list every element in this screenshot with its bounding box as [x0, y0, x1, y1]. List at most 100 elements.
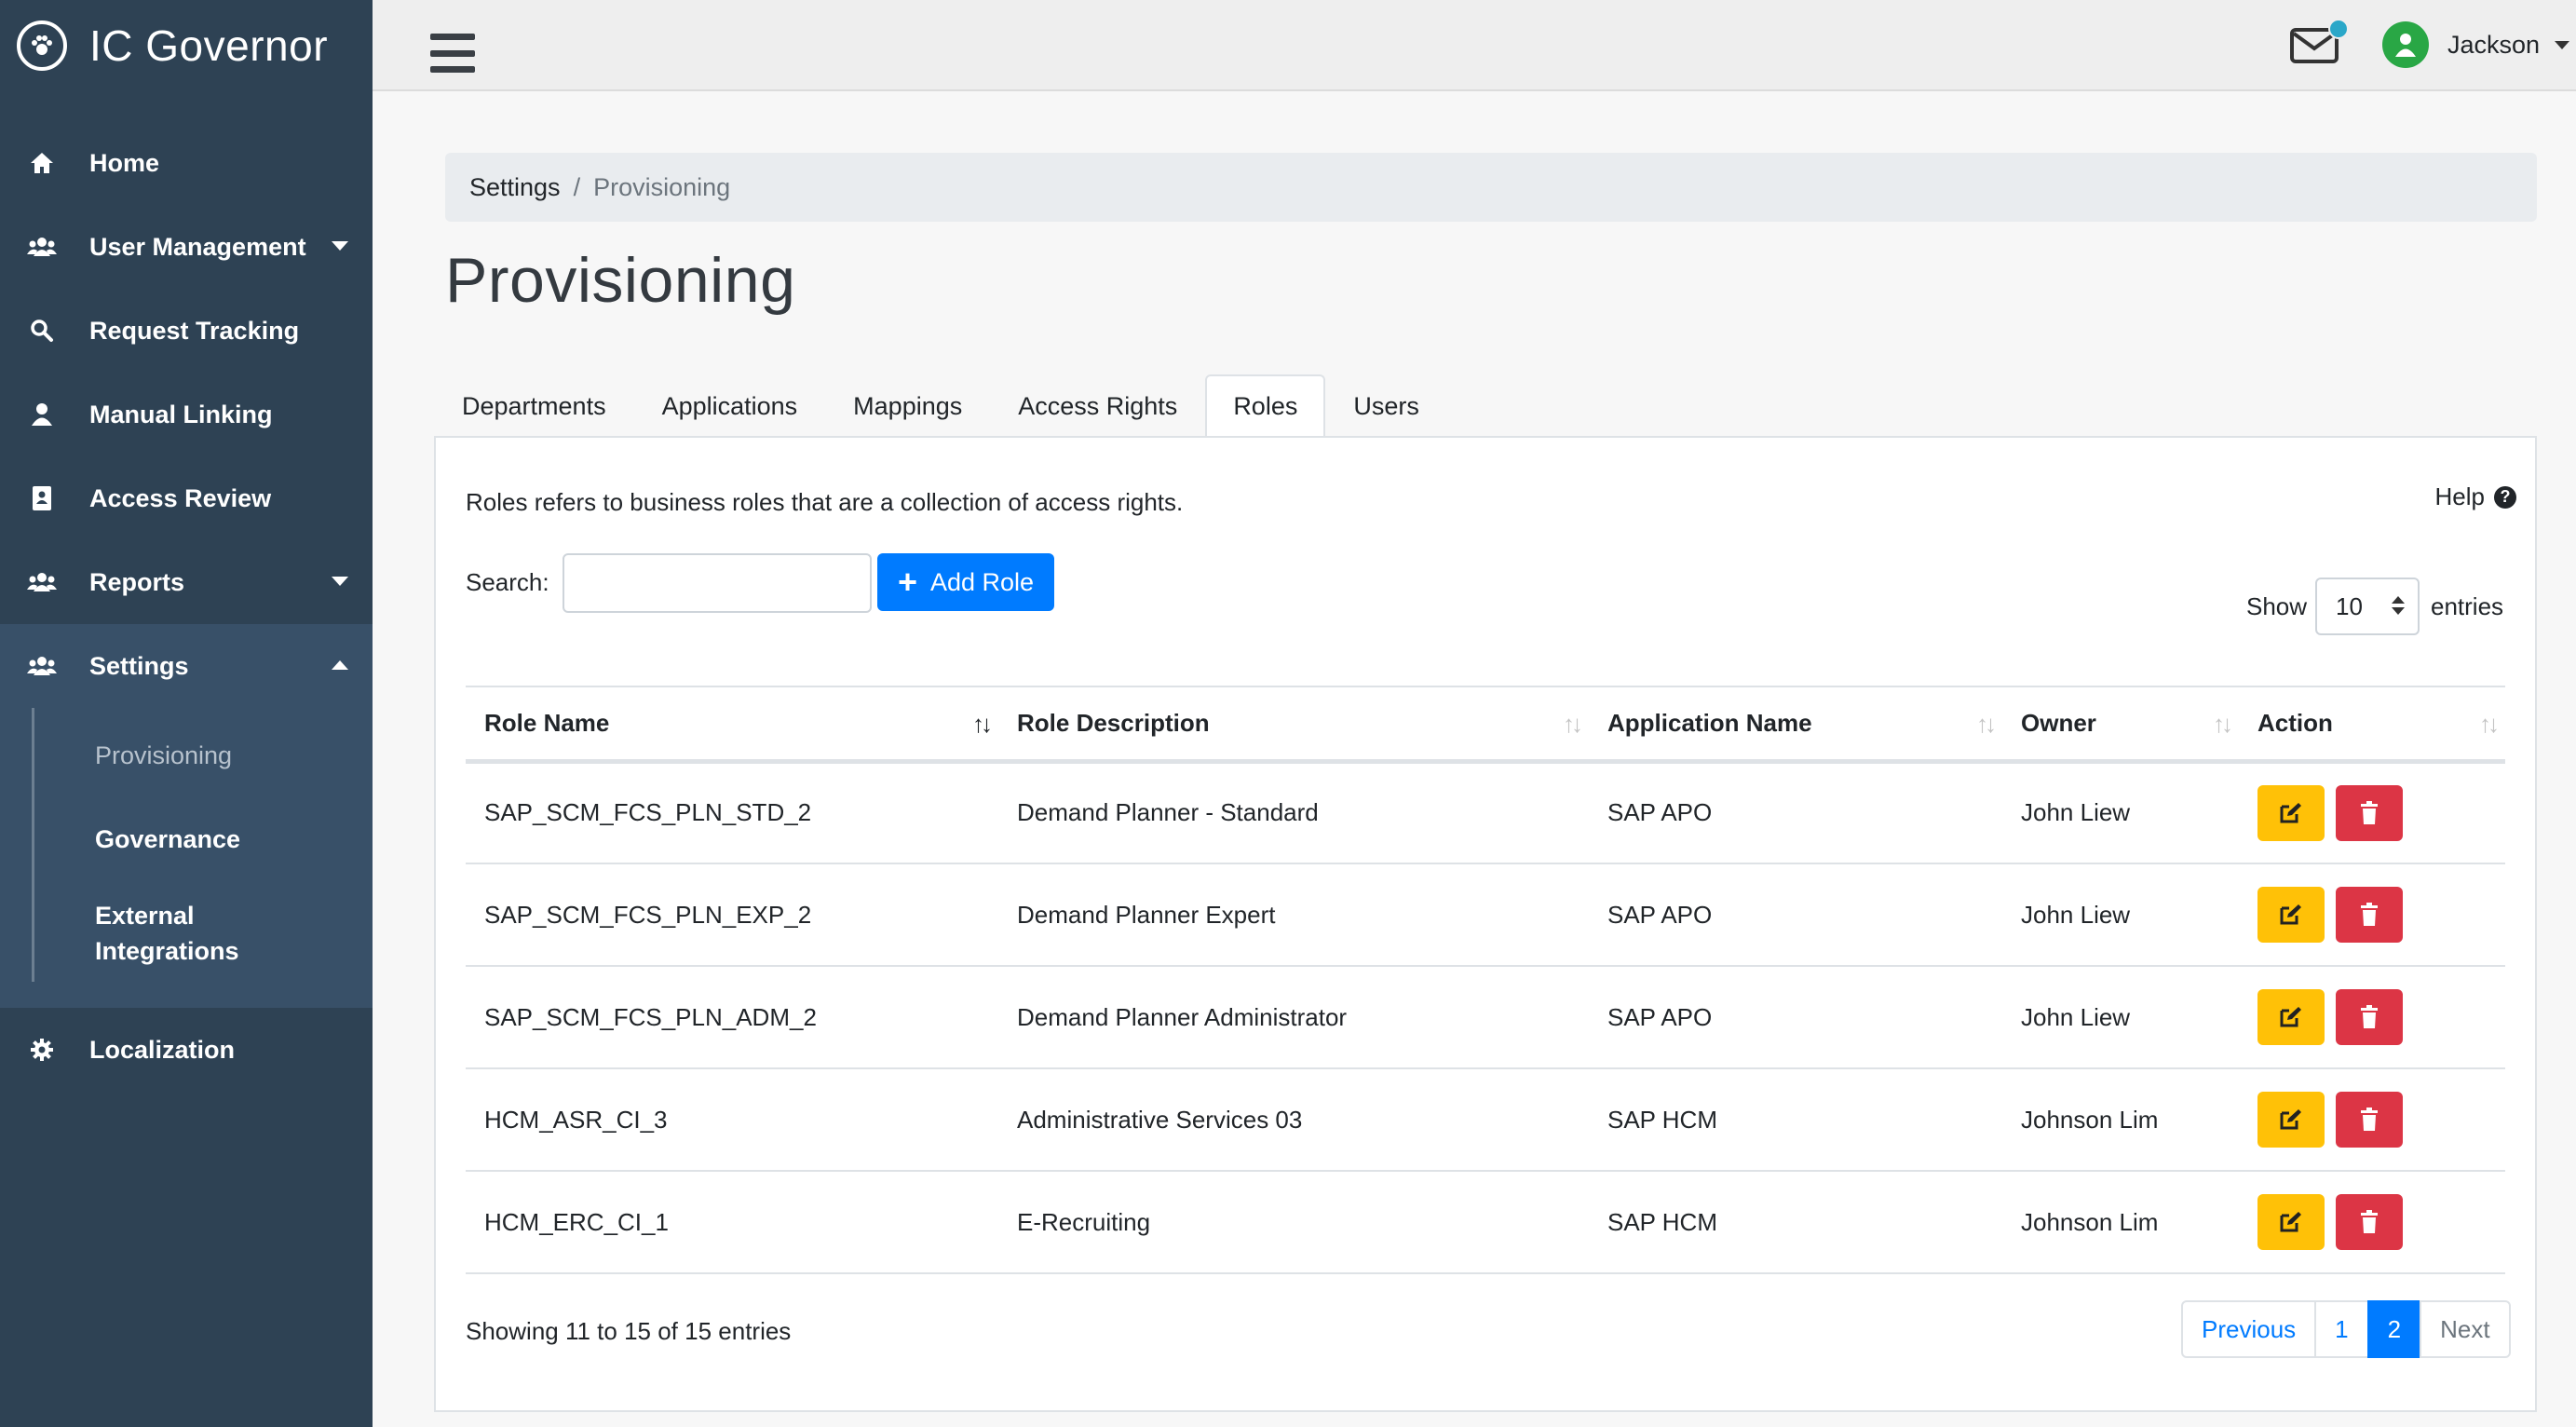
cell-actions — [2239, 761, 2505, 864]
cell-application-name: SAP APO — [1589, 761, 2002, 864]
mail-icon[interactable] — [2289, 19, 2349, 65]
breadcrumb-settings-link[interactable]: Settings — [469, 172, 561, 201]
tab-applications[interactable]: Applications — [661, 391, 798, 420]
cell-owner: Johnson Lim — [2002, 1068, 2239, 1172]
table-row: SAP_SCM_FCS_PLN_EXP_2 Demand Planner Exp… — [466, 863, 2505, 967]
sidebar-item-request-tracking[interactable]: Request Tracking — [0, 289, 373, 373]
page-size-select[interactable]: 10 — [2315, 578, 2420, 635]
cell-role-description: Demand Planner Expert — [998, 863, 1589, 967]
delete-button[interactable] — [2336, 1194, 2403, 1250]
delete-button[interactable] — [2336, 989, 2403, 1045]
pagination-page-2[interactable]: 2 — [2366, 1300, 2422, 1358]
pagination-next[interactable]: Next — [2420, 1300, 2511, 1358]
column-header-role-name[interactable]: Role Name ↑↓ — [466, 686, 998, 764]
column-header-label: Application Name — [1607, 708, 1812, 737]
cell-role-name: SAP_SCM_FCS_PLN_STD_2 — [466, 761, 998, 864]
cell-role-name: HCM_ASR_CI_3 — [466, 1068, 998, 1172]
edit-icon — [2280, 904, 2301, 925]
sort-icon: ↑↓ — [1976, 710, 1997, 738]
cell-role-description: E-Recruiting — [998, 1171, 1589, 1274]
delete-button[interactable] — [2336, 784, 2403, 841]
tab-roles[interactable]: Roles — [1205, 374, 1326, 438]
cell-application-name: SAP APO — [1589, 966, 2002, 1069]
chevron-down-icon — [2555, 40, 2570, 49]
home-icon — [26, 147, 58, 179]
cell-role-description: Administrative Services 03 — [998, 1068, 1589, 1172]
sidebar: IC Governor Home User Management Request… — [0, 0, 373, 1427]
sidebar-item-label: Access Review — [89, 483, 272, 512]
subnav-item-governance[interactable]: Governance — [95, 825, 241, 853]
subnav-item-provisioning[interactable]: Provisioning — [95, 741, 233, 769]
column-header-application-name[interactable]: Application Name ↑↓ — [1589, 686, 2002, 764]
edit-button[interactable] — [2257, 1194, 2325, 1250]
tab-departments[interactable]: Departments — [462, 391, 606, 420]
delete-button[interactable] — [2336, 887, 2403, 943]
trash-icon — [2361, 1005, 2378, 1028]
column-header-owner[interactable]: Owner ↑↓ — [2002, 686, 2239, 764]
edit-button[interactable] — [2257, 784, 2325, 841]
tab-bar: Departments Applications Mappings Access… — [434, 374, 1447, 438]
tab-mappings[interactable]: Mappings — [853, 391, 963, 420]
user-name: Jackson — [2447, 30, 2541, 59]
user-menu[interactable]: Jackson — [2382, 20, 2570, 69]
user-icon — [26, 399, 58, 430]
search-input[interactable] — [563, 553, 872, 613]
tab-users[interactable]: Users — [1353, 391, 1419, 420]
edit-button[interactable] — [2257, 1092, 2325, 1148]
sidebar-item-user-management[interactable]: User Management — [0, 205, 373, 289]
add-role-button[interactable]: + Add Role — [877, 553, 1054, 611]
table-header-row: Role Name ↑↓ Role Description ↑↓ Applicati… — [466, 686, 2505, 764]
avatar-user-icon — [2382, 21, 2429, 68]
help-link[interactable]: Help ? — [2435, 482, 2516, 511]
sidebar-item-label: Settings — [89, 651, 189, 680]
breadcrumb-separator: / — [573, 172, 581, 201]
edit-button[interactable] — [2257, 887, 2325, 943]
pagination-page-1[interactable]: 1 — [2314, 1300, 2369, 1358]
brand[interactable]: IC Governor — [0, 0, 373, 91]
sidebar-item-localization[interactable]: Localization — [0, 1008, 373, 1092]
sidebar-item-label: Request Tracking — [89, 316, 300, 345]
cell-role-description: Demand Planner Administrator — [998, 966, 1589, 1069]
edit-icon — [2280, 802, 2301, 823]
breadcrumb: Settings / Provisioning — [445, 153, 2537, 222]
search-icon — [26, 315, 58, 347]
settings-subnav: Provisioning Governance External Integra… — [0, 708, 373, 1008]
column-header-label: Role Name — [484, 708, 610, 737]
roles-panel: Roles refers to business roles that are … — [434, 436, 2537, 1412]
edit-button[interactable] — [2257, 989, 2325, 1045]
sidebar-item-reports[interactable]: Reports — [0, 540, 373, 624]
tab-access-rights[interactable]: Access Rights — [1018, 391, 1178, 420]
column-header-role-description[interactable]: Role Description ↑↓ — [998, 686, 1589, 764]
table-info: Showing 11 to 15 of 15 entries — [466, 1317, 792, 1345]
column-header-action[interactable]: Action ↑↓ — [2239, 686, 2505, 764]
cell-actions — [2239, 966, 2505, 1069]
pagination: Previous 1 2 Next — [2181, 1300, 2511, 1358]
sort-icon: ↑↓ — [2479, 710, 2500, 738]
sidebar-item-label: Reports — [89, 567, 185, 596]
sidebar-item-settings[interactable]: Settings — [0, 624, 373, 708]
sidebar-item-label: Home — [89, 148, 160, 177]
cell-role-name: SAP_SCM_FCS_PLN_ADM_2 — [466, 966, 998, 1069]
cell-owner: Johnson Lim — [2002, 1171, 2239, 1274]
cell-owner: John Liew — [2002, 863, 2239, 967]
trash-icon — [2361, 1108, 2378, 1131]
column-header-label: Owner — [2021, 708, 2096, 737]
users-icon — [26, 231, 58, 263]
sidebar-item-manual-linking[interactable]: Manual Linking — [0, 373, 373, 456]
trash-icon — [2361, 1210, 2378, 1233]
subnav-item-external-integrations[interactable]: External Integrations — [0, 881, 373, 985]
pagination-previous[interactable]: Previous — [2181, 1300, 2317, 1358]
plus-icon: + — [897, 563, 917, 601]
sidebar-item-access-review[interactable]: Access Review — [0, 456, 373, 540]
edit-icon — [2280, 1007, 2301, 1027]
sidebar-item-home[interactable]: Home — [0, 121, 373, 205]
cell-application-name: SAP HCM — [1589, 1171, 2002, 1274]
hamburger-menu-icon[interactable] — [430, 34, 475, 73]
edit-icon — [2280, 1212, 2301, 1232]
sidebar-item-label: Manual Linking — [89, 400, 273, 428]
cell-owner: John Liew — [2002, 761, 2239, 864]
search-label: Search: — [466, 568, 549, 596]
table-row: SAP_SCM_FCS_PLN_ADM_2 Demand Planner Adm… — [466, 966, 2505, 1069]
cell-application-name: SAP APO — [1589, 863, 2002, 967]
delete-button[interactable] — [2336, 1092, 2403, 1148]
